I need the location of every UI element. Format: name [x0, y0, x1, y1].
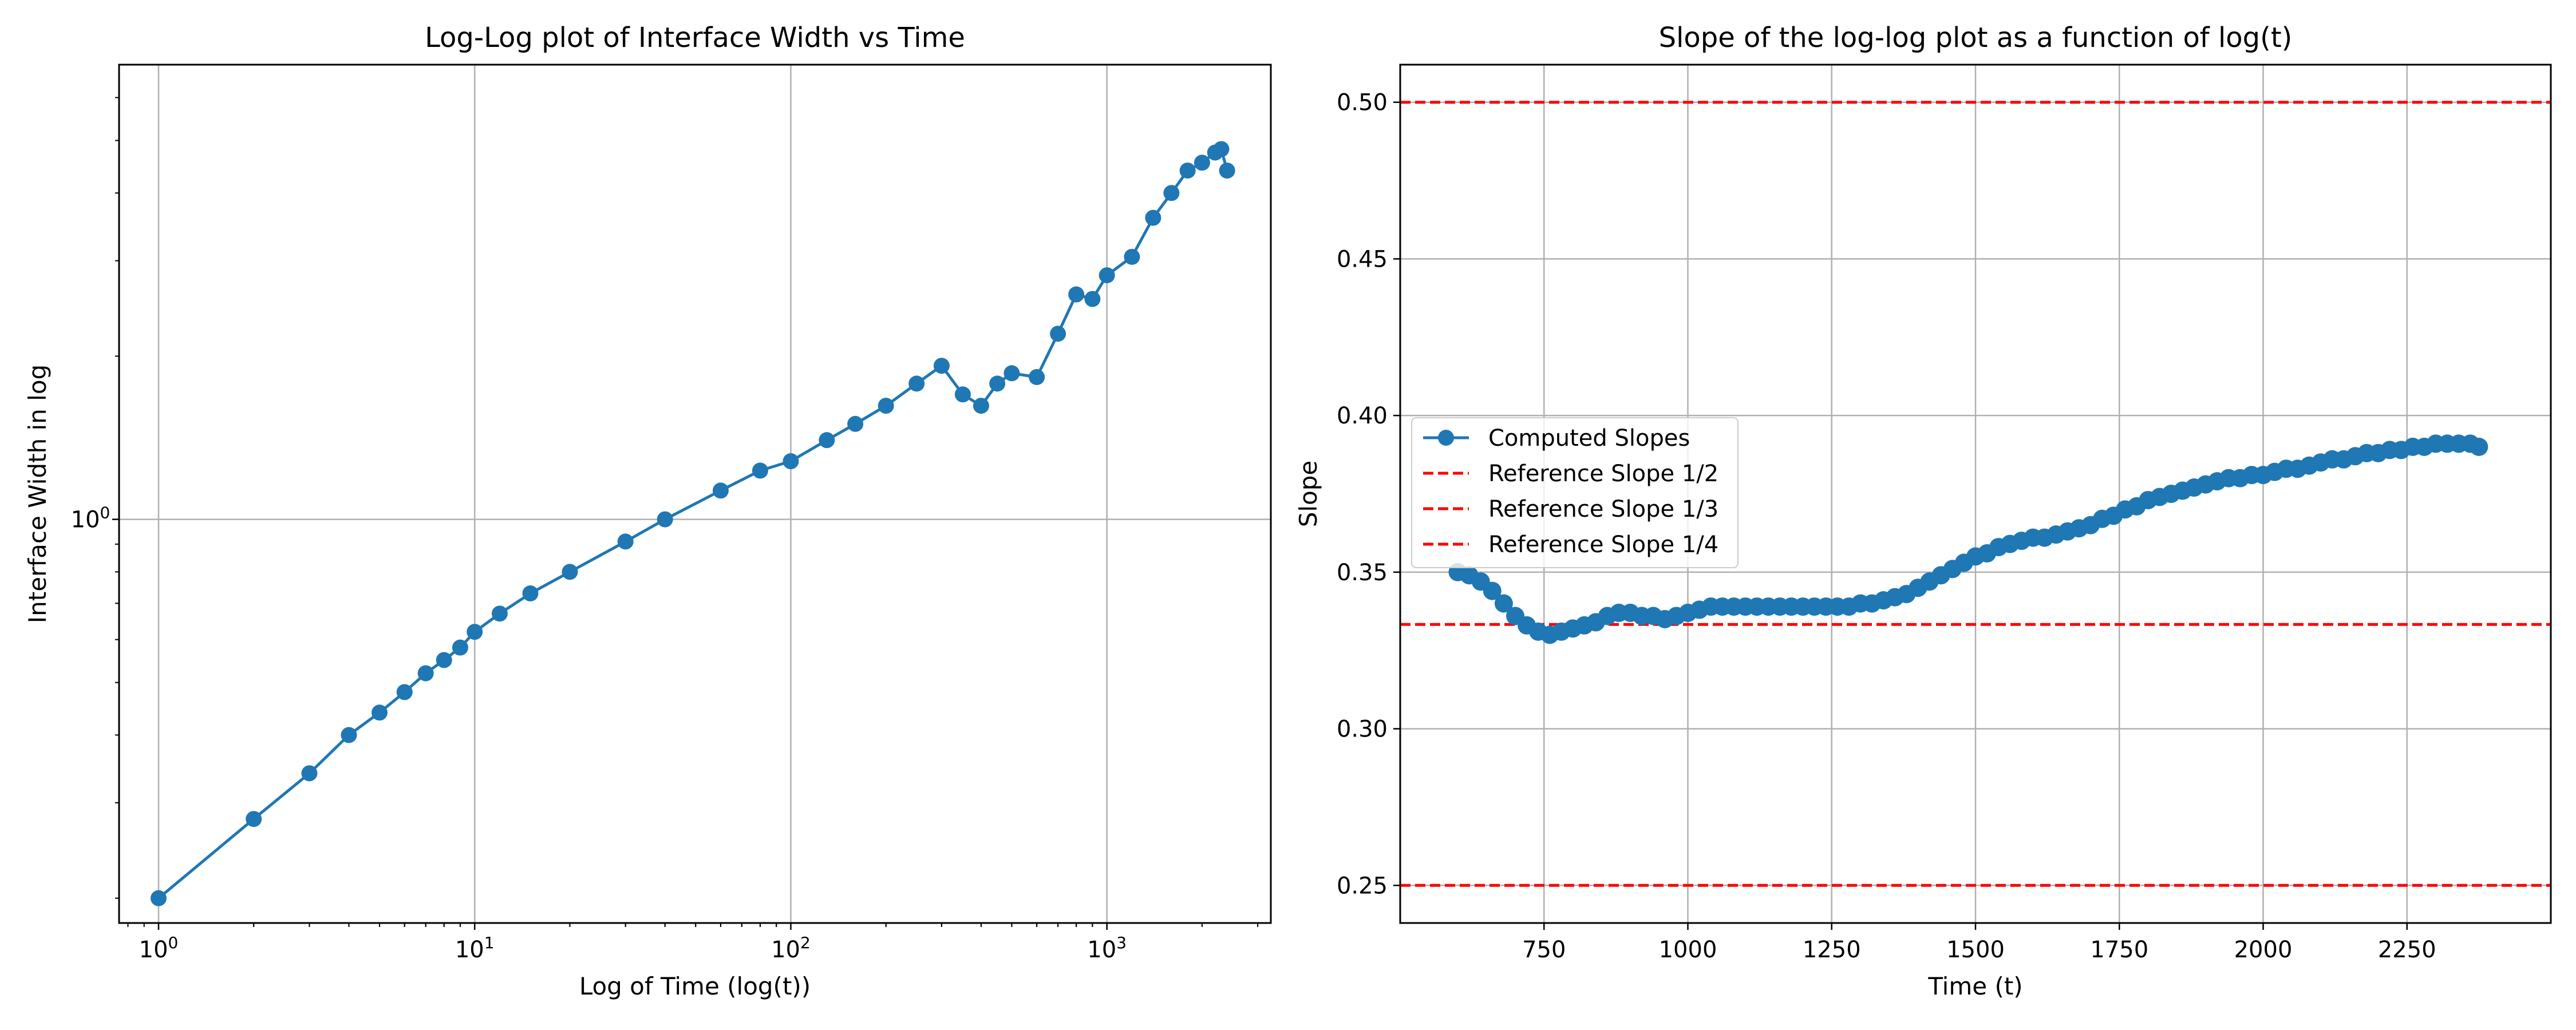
right-y-tick-label: 0.25 [1337, 873, 1388, 899]
right-grid [1400, 65, 2551, 923]
right-y-tick-label: 0.30 [1337, 716, 1388, 743]
right-y-tick-label: 0.50 [1337, 90, 1388, 116]
left-data-point [301, 765, 318, 782]
right-y-tick-label: 0.35 [1337, 560, 1388, 586]
left-y-tick-label: 100 [71, 504, 110, 533]
left-data-point [933, 358, 950, 374]
left-data-point [712, 482, 729, 499]
left-chart: Log-Log plot of Interface Width vs Time … [23, 22, 1272, 1000]
right-series-group [1448, 434, 2488, 644]
right-data-point [2470, 437, 2488, 456]
left-data-point [341, 727, 357, 743]
left-data-point [452, 639, 468, 656]
legend-box [1411, 417, 1739, 568]
legend-label-ref-third: Reference Slope 1/3 [1488, 496, 1718, 522]
right-x-tick-label: 750 [1522, 937, 1566, 963]
right-x-tick-label: 2250 [2378, 937, 2436, 963]
left-series-line [157, 146, 1229, 900]
legend-label-computed: Computed Slopes [1488, 425, 1690, 451]
left-data-point [1003, 365, 1020, 382]
right-x-tick-label: 1500 [1946, 937, 2005, 963]
left-data-point [1050, 326, 1066, 342]
legend-label-ref-quarter: Reference Slope 1/4 [1488, 532, 1718, 558]
left-data-point [246, 811, 262, 827]
legend-marker-computed [1438, 430, 1454, 446]
left-plot-frame [118, 64, 1272, 924]
right-reference-lines [1400, 101, 2551, 887]
left-data-point [371, 704, 388, 721]
left-data-point [467, 624, 483, 640]
left-x-tick-label: 102 [771, 933, 811, 963]
left-data-point [1084, 291, 1101, 307]
left-data-point [150, 890, 167, 906]
left-data-point [1163, 185, 1180, 201]
left-grid [119, 65, 1271, 923]
left-data-point [522, 585, 539, 602]
right-ticks: 750 1000 1250 1500 1750 2000 2250 0.25 0.30 0.35 0… [1337, 90, 2436, 963]
left-data-point [1179, 163, 1196, 179]
left-data-point [1194, 154, 1210, 171]
right-x-tick-label: 2000 [2234, 937, 2293, 963]
right-y-tick-label: 0.40 [1337, 403, 1388, 429]
left-x-tick-label: 101 [455, 933, 495, 963]
right-data-point [1483, 581, 1502, 600]
left-data-point [1029, 369, 1045, 385]
left-data-point [491, 605, 508, 622]
left-data-point [752, 462, 768, 479]
left-data-point [657, 511, 673, 528]
right-data-point [1494, 594, 1513, 613]
left-data-point [396, 684, 413, 700]
left-series-group [150, 141, 1235, 906]
left-data-point [1219, 163, 1235, 179]
left-data-point [973, 398, 989, 414]
legend-label-ref-half: Reference Slope 1/2 [1488, 461, 1718, 487]
right-chart-title: Slope of the log-log plot as a function … [1659, 22, 2293, 54]
right-x-tick-label: 1250 [1803, 937, 1861, 963]
left-x-tick-label: 100 [139, 933, 179, 963]
left-data-point [908, 375, 925, 392]
left-data-point [417, 665, 434, 682]
left-x-axis-label: Log of Time (log(t)) [579, 972, 811, 1000]
left-data-point [617, 533, 634, 550]
legend: Computed Slopes Reference Slope 1/2 Refe… [1411, 417, 1739, 568]
left-data-point [1124, 248, 1140, 265]
left-ticks: 100 101 102 103 100 [71, 97, 1259, 963]
left-data-point [954, 386, 971, 403]
left-data-point [783, 453, 799, 470]
right-x-tick-label: 1000 [1659, 937, 1717, 963]
right-y-axis-label: Slope [1294, 461, 1322, 528]
right-x-axis-label: Time (t) [1927, 972, 2022, 1000]
left-x-tick-label: 103 [1087, 933, 1127, 963]
right-x-tick-label: 1750 [2090, 937, 2148, 963]
left-data-point [562, 564, 578, 580]
left-chart-title: Log-Log plot of Interface Width vs Time [425, 22, 965, 54]
left-y-axis-label: Interface Width in log [23, 365, 52, 623]
left-data-point [847, 415, 864, 432]
left-data-point [436, 652, 452, 668]
left-data-point [878, 398, 894, 414]
left-data-point [1068, 286, 1085, 303]
left-data-point [1213, 141, 1230, 157]
left-data-point [989, 375, 1006, 392]
left-data-point [1099, 267, 1115, 284]
left-data-point [1145, 209, 1161, 226]
right-chart: Slope of the log-log plot as a function … [1294, 22, 2552, 1000]
left-data-point [819, 432, 835, 449]
right-y-tick-label: 0.45 [1337, 246, 1388, 272]
